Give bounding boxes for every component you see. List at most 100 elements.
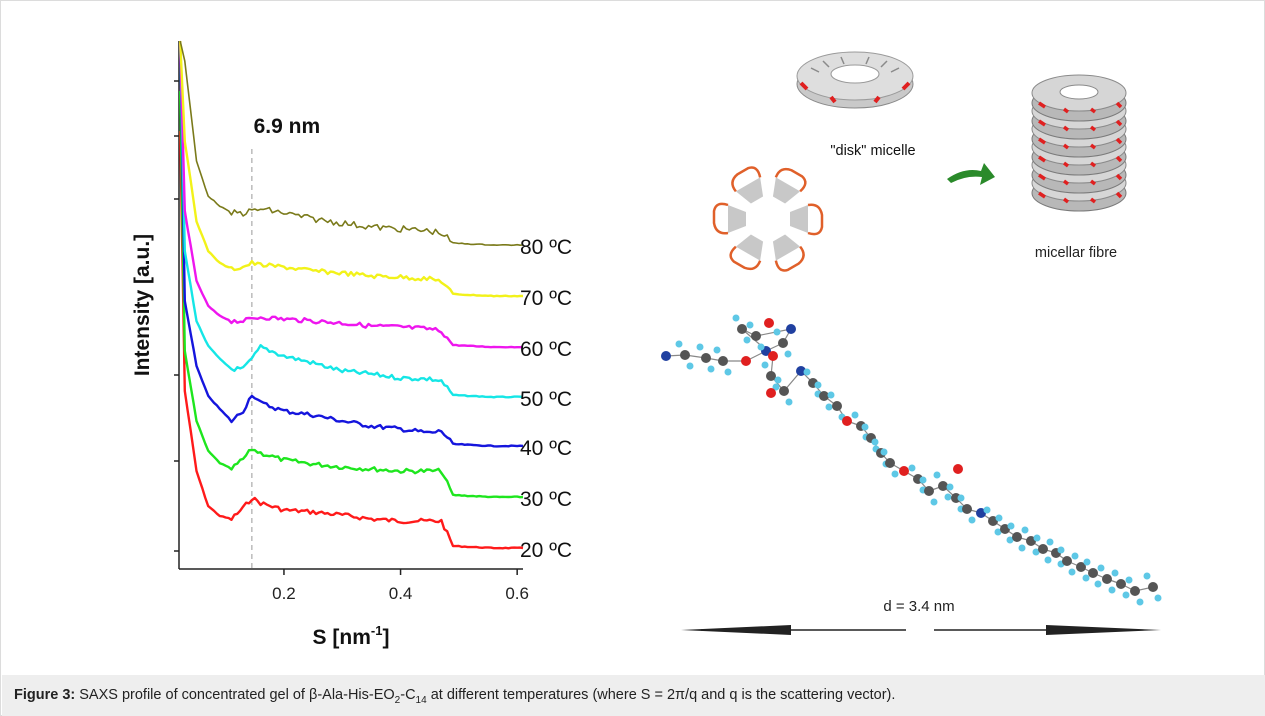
atom-hydrogen [1033,534,1041,542]
atom-hydrogen [773,328,781,336]
atom [701,353,711,363]
series-line [179,40,524,448]
atom [1026,536,1036,546]
atom [842,416,852,426]
atom-hydrogen [1122,591,1130,599]
fibre-disk [1031,74,1127,122]
micellar-fibre-label: micellar fibre [1035,245,1117,261]
atom [899,466,909,476]
atom-hydrogen [1071,552,1079,560]
atom-hydrogen [919,476,927,484]
atom-hydrogen [814,381,822,389]
atom-hydrogen [1125,576,1133,584]
x-axis-label: S [nm-1] [313,623,390,649]
figure-label: Figure 3: [14,687,76,703]
atom-hydrogen [1068,568,1076,576]
transition-arrow-icon [947,163,995,185]
atom-oxygen [764,318,774,328]
atom [962,504,972,514]
saxs-chart: 0.2 0.4 0.6 6.9 nm 20 ºC 30 ºC 40 ºC 50 ºC 60 … [131,40,572,649]
series-line [179,40,524,349]
atom [885,458,895,468]
atom-hydrogen [746,321,754,329]
atom [1012,532,1022,542]
atom-hydrogen [772,383,780,391]
disk-micelle-illustration [796,51,914,109]
micelle-petal [712,202,746,235]
x-tick-label: 0.2 [272,584,296,603]
atom-hydrogen [994,528,1002,536]
atom-hydrogen [1082,574,1090,582]
atom-hydrogen [871,438,879,446]
atom [1038,544,1048,554]
disk-micelle-label: "disk" micelle [830,143,915,159]
atom-hydrogen [1083,558,1091,566]
series-label: 30 ºC [520,488,572,511]
caption-text-mid: -C [400,687,416,703]
atom [796,366,806,376]
atom [661,351,671,361]
atom-hydrogen [933,471,941,479]
x-tick-label: 0.4 [389,584,413,603]
atom-hydrogen [713,346,721,354]
atom-hydrogen [761,361,769,369]
atom-hydrogen [785,398,793,406]
atom-hydrogen [944,493,952,501]
series-line [179,130,524,550]
micelle-cross-section-illustration [712,166,824,272]
micellar-fibre-illustration [1031,74,1127,212]
atom [779,386,789,396]
atom-hydrogen [827,391,835,399]
atom [1088,568,1098,578]
arrow-left-icon [681,625,791,635]
atom [1076,562,1086,572]
x-axis-label-main: S [nm [313,626,371,649]
series-label: 70 ºC [520,287,572,310]
atom-hydrogen [891,470,899,478]
series-line [179,40,524,247]
caption-text-post: at different temperatures (where S = 2π/… [426,687,896,703]
atom [1148,582,1158,592]
atom [832,401,842,411]
atom-hydrogen [707,365,715,373]
atom-oxygen [766,388,776,398]
micelle-petal [772,167,807,204]
atom-hydrogen [908,464,916,472]
series-label: 20 ºC [520,539,572,562]
series-label: 40 ºC [520,437,572,460]
atom-hydrogen [851,411,859,419]
atom-hydrogen [1046,538,1054,546]
atom-hydrogen [861,423,869,431]
peak-annotation: 6.9 nm [254,115,321,138]
atom-hydrogen [983,506,991,514]
x-tick-label: 0.6 [505,584,529,603]
figure-caption: Figure 3: SAXS profile of concentrated g… [14,687,895,706]
atom [737,324,747,334]
atom-hydrogen [1094,580,1102,588]
atom [819,391,829,401]
atom-hydrogen [1143,572,1151,580]
micelle-petal [729,234,764,271]
caption-sub-1: 2 [394,694,401,706]
micelle-petal [772,234,805,272]
atom [951,493,961,503]
atom-hydrogen [743,336,751,344]
atom-hydrogen [1007,522,1015,530]
atom-hydrogen [1136,598,1144,606]
atom [1000,524,1010,534]
atom-hydrogen [957,494,965,502]
atom-hydrogen [1018,544,1026,552]
atom [718,356,728,366]
atom-oxygen [953,464,963,474]
atom-hydrogen [1097,564,1105,572]
atom [1116,579,1126,589]
atom-hydrogen [968,516,976,524]
atom-hydrogen [757,343,765,351]
distance-arrows [681,625,1161,635]
atom-hydrogen [880,448,888,456]
atom [988,516,998,526]
atom-hydrogen [930,498,938,506]
atom [1062,556,1072,566]
figure-graphic: 0.2 0.4 0.6 6.9 nm 20 ºC 30 ºC 40 ºC 50 ºC 60 … [131,40,1162,649]
